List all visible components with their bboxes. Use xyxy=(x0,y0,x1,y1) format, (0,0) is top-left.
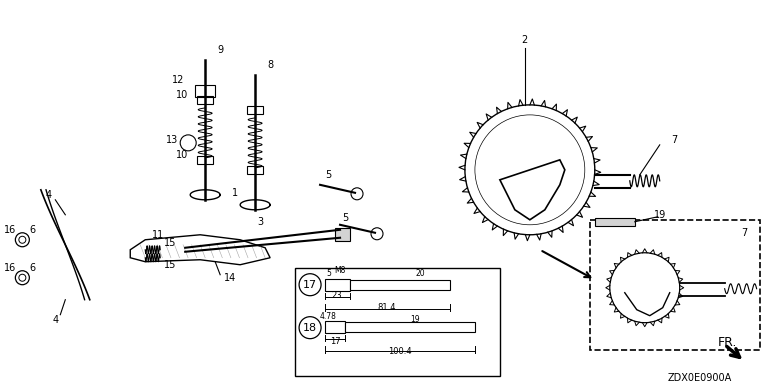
Text: 17: 17 xyxy=(329,337,340,346)
Text: 1: 1 xyxy=(232,188,238,198)
Text: 4: 4 xyxy=(45,190,51,200)
Text: 6: 6 xyxy=(29,225,35,235)
Text: 14: 14 xyxy=(224,273,237,283)
Bar xyxy=(195,85,215,97)
Text: 15: 15 xyxy=(164,238,177,248)
Text: 11: 11 xyxy=(152,230,164,240)
Text: 15: 15 xyxy=(164,260,177,270)
Text: 5: 5 xyxy=(326,269,332,278)
Text: 6: 6 xyxy=(29,263,35,273)
Text: 5: 5 xyxy=(342,213,348,223)
Text: 5: 5 xyxy=(325,170,331,180)
Bar xyxy=(247,166,263,174)
Bar xyxy=(325,321,345,333)
Bar xyxy=(345,322,475,332)
Text: 7: 7 xyxy=(742,228,748,238)
Text: 4.78: 4.78 xyxy=(319,312,336,321)
Bar xyxy=(590,220,760,350)
Bar xyxy=(594,218,634,226)
Text: 2: 2 xyxy=(521,35,528,45)
Bar xyxy=(295,268,500,376)
Text: 81.4: 81.4 xyxy=(378,303,396,312)
Bar xyxy=(335,228,350,241)
Text: 3: 3 xyxy=(257,217,263,227)
Text: 8: 8 xyxy=(267,60,273,70)
Text: 18: 18 xyxy=(303,323,317,333)
Text: 23: 23 xyxy=(332,291,343,300)
Text: 7: 7 xyxy=(671,135,678,145)
Text: ZDX0E0900A: ZDX0E0900A xyxy=(667,372,732,382)
Bar xyxy=(247,106,263,114)
Text: 100.4: 100.4 xyxy=(388,347,412,356)
Text: 4: 4 xyxy=(52,314,58,325)
Text: 16: 16 xyxy=(5,225,16,235)
Circle shape xyxy=(351,188,363,200)
Text: 19: 19 xyxy=(654,210,666,220)
Bar xyxy=(197,156,214,164)
Text: FR.: FR. xyxy=(717,336,737,349)
Bar xyxy=(325,279,350,291)
Text: 16: 16 xyxy=(5,263,16,273)
Text: 19: 19 xyxy=(410,315,420,324)
Bar xyxy=(197,96,214,104)
Text: 10: 10 xyxy=(176,150,188,160)
Text: 20: 20 xyxy=(415,269,425,278)
Text: 13: 13 xyxy=(166,135,178,145)
Text: M8: M8 xyxy=(334,266,346,275)
Bar xyxy=(350,280,450,290)
Text: 17: 17 xyxy=(303,280,317,290)
Text: 12: 12 xyxy=(172,75,184,85)
Text: 10: 10 xyxy=(176,90,188,100)
Circle shape xyxy=(371,228,383,240)
Text: 9: 9 xyxy=(217,45,223,55)
